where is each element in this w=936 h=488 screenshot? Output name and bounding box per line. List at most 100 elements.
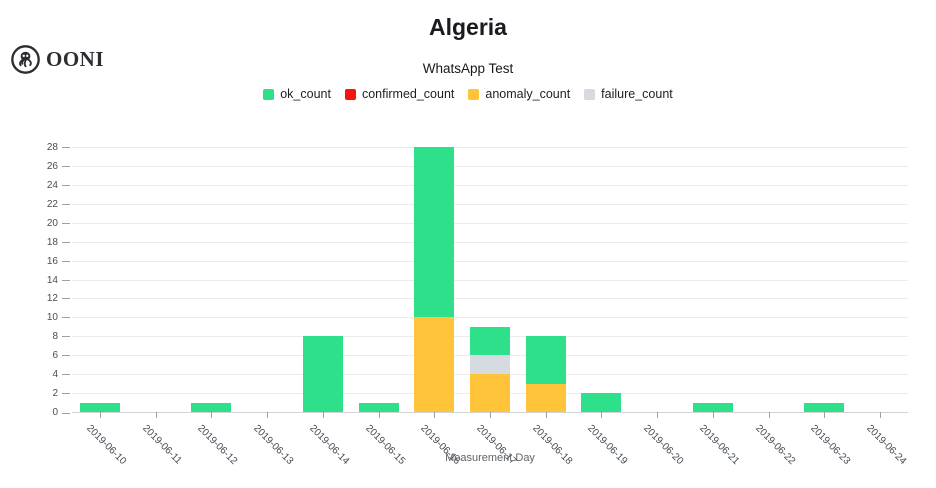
gridline-y-16: [72, 260, 908, 262]
plot-area: 0 2 4 6 8 10 12 14 16 18 20 22 24 26 28 2019-06-10 2019-…: [47, 140, 908, 467]
x-axis-tick: [657, 412, 658, 418]
chart-legend: ok_count confirmed_count anomaly_count fail…: [0, 87, 936, 101]
y-axis-tick-label: 8: [52, 331, 58, 343]
chart-title: Algeria: [429, 14, 507, 40]
y-axis-tick: [62, 413, 70, 414]
bar-segment-ok_count-2019-06-10[interactable]: [80, 402, 120, 412]
legend-label: failure_count: [601, 87, 673, 101]
ooni-logo-wordmark: OONI: [46, 47, 105, 71]
bar-segment-ok_count-2019-06-12[interactable]: [191, 402, 231, 412]
y-axis-tick: [62, 317, 70, 319]
legend-item-confirmed_count[interactable]: confirmed_count: [344, 87, 455, 101]
x-axis-tick: [546, 412, 547, 418]
y-axis-tick: [62, 147, 70, 149]
y-axis-tick: [62, 393, 70, 395]
y-axis-tick: [62, 374, 70, 376]
y-axis-tick-label: 24: [46, 179, 58, 191]
y-axis-tick-label: 16: [46, 255, 58, 267]
bar-segment-ok_count-2019-06-16[interactable]: [414, 147, 454, 318]
bar-stack-2019-06-19: [581, 393, 621, 412]
ooni-octopus-icon: [10, 44, 41, 75]
x-axis-tick: [434, 412, 435, 418]
gridline-y-10: [72, 317, 908, 319]
y-axis-tick: [62, 222, 70, 224]
bar-stack-2019-06-17: [470, 326, 510, 412]
x-axis-title: Measurement Day: [445, 452, 535, 464]
x-axis-tick: [769, 412, 770, 418]
x-axis-tick: [267, 412, 268, 418]
y-axis-tick-label: 28: [46, 142, 58, 154]
gridline-y-28: [72, 147, 908, 149]
gridline-y-12: [72, 298, 908, 300]
x-axis-tick: [880, 412, 881, 418]
ooni-logo[interactable]: OONI: [10, 44, 104, 75]
y-axis-tick-label: 12: [46, 293, 58, 305]
y-axis-tick: [62, 166, 70, 168]
bar-stack-2019-06-18: [526, 336, 566, 412]
legend-label: ok_count: [280, 87, 331, 101]
y-axis-tick-label: 4: [52, 369, 58, 381]
bar-stack-2019-06-16: [414, 147, 454, 412]
bar-segment-anomaly_count-2019-06-18[interactable]: [526, 383, 566, 412]
gridline-y-26: [72, 166, 908, 168]
y-axis-tick: [62, 203, 70, 205]
bar-segment-failure_count-2019-06-17[interactable]: [470, 355, 510, 375]
y-axis-tick: [62, 241, 70, 243]
y-axis-tick: [62, 336, 70, 338]
x-axis-tick: [601, 412, 602, 418]
gridline-y-14: [72, 279, 908, 281]
legend-swatch-ok_count: [263, 88, 275, 100]
gridline-y-22: [72, 203, 908, 205]
gridline-y-24: [72, 184, 908, 186]
bar-stack-2019-06-12: [191, 402, 231, 412]
y-axis-tick: [62, 279, 70, 281]
y-axis-tick-label: 2: [52, 388, 58, 400]
bar-segment-ok_count-2019-06-23[interactable]: [804, 402, 844, 412]
x-axis-tick: [824, 412, 825, 418]
bar-stack-2019-06-14: [303, 336, 343, 412]
legend-label: confirmed_count: [361, 87, 455, 101]
chart-subtitle: WhatsApp Test: [422, 61, 514, 76]
y-axis-tick: [62, 260, 70, 262]
bar-stack-2019-06-15: [359, 402, 399, 412]
bar-segment-anomaly_count-2019-06-16[interactable]: [414, 317, 454, 412]
bar-segment-ok_count-2019-06-14[interactable]: [303, 336, 343, 412]
y-axis-tick-label: 10: [46, 312, 58, 324]
bar-segment-ok_count-2019-06-21[interactable]: [693, 402, 733, 412]
y-axis-tick-label: 14: [46, 274, 58, 286]
bar-segment-ok_count-2019-06-18[interactable]: [526, 336, 566, 384]
x-axis-tick: [490, 412, 491, 418]
legend-swatch-failure_count: [584, 88, 596, 100]
y-axis-tick-label: 18: [46, 236, 58, 248]
bar-segment-ok_count-2019-06-15[interactable]: [359, 402, 399, 412]
bar-stack-2019-06-10: [80, 402, 120, 412]
gridline-y-20: [72, 222, 908, 224]
y-axis-tick-label: 0: [52, 407, 58, 418]
bar-segment-ok_count-2019-06-19[interactable]: [581, 393, 621, 412]
y-axis-tick: [62, 184, 70, 186]
bar-segment-ok_count-2019-06-17[interactable]: [470, 326, 510, 356]
legend-swatch-anomaly_count: [468, 88, 480, 100]
y-axis-tick-label: 6: [52, 350, 58, 362]
y-axis-tick-label: 20: [46, 217, 58, 229]
y-axis-tick-label: 26: [46, 161, 58, 173]
x-axis-tick: [713, 412, 714, 418]
bar-segment-anomaly_count-2019-06-17[interactable]: [470, 374, 510, 412]
y-axis-tick-label: 22: [46, 198, 58, 210]
legend-item-failure_count[interactable]: failure_count: [584, 87, 673, 101]
x-axis-tick: [100, 412, 101, 418]
y-axis-tick: [62, 355, 70, 357]
x-axis-tick: [211, 412, 212, 418]
bar-stack-2019-06-21: [693, 402, 733, 412]
bar-stack-2019-06-23: [804, 402, 844, 412]
legend-label: anomaly_count: [485, 87, 571, 101]
gridline-y-18: [72, 241, 908, 243]
x-axis-tick: [323, 412, 324, 418]
legend-item-anomaly_count[interactable]: anomaly_count: [468, 87, 570, 101]
legend-swatch-confirmed_count: [344, 88, 356, 100]
x-axis-tick: [379, 412, 380, 418]
y-axis-tick: [62, 298, 70, 300]
legend-item-ok_count[interactable]: ok_count: [263, 87, 331, 101]
x-axis-tick: [156, 412, 157, 418]
